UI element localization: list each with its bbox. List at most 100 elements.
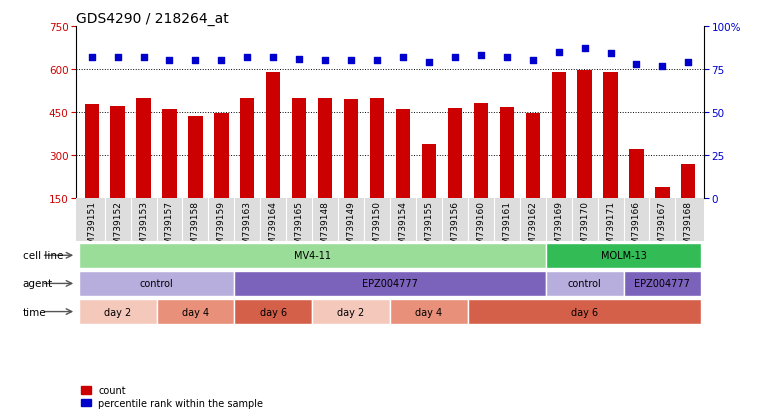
Point [656,63,668,70]
Point [112,55,124,61]
Bar [188,117,202,242]
Text: time: time [23,307,46,317]
Text: GSM739167: GSM739167 [658,201,667,256]
Text: GSM739157: GSM739157 [165,201,174,256]
Text: GSM739153: GSM739153 [139,201,148,256]
Text: day 4: day 4 [416,307,442,317]
Text: GSM739150: GSM739150 [373,201,381,256]
Point [423,59,435,66]
Text: GSM739160: GSM739160 [476,201,486,256]
Bar [447,109,462,242]
Text: GSM739149: GSM739149 [346,201,355,256]
Point [241,55,253,61]
Point [215,58,228,64]
Bar [136,98,151,242]
Bar [390,299,468,325]
Bar [526,114,540,242]
Text: GSM739171: GSM739171 [606,201,615,256]
Bar [234,271,546,297]
Point [475,53,487,59]
Bar [473,104,488,242]
Point [189,58,202,64]
Bar [500,108,514,242]
Bar [78,243,546,268]
Text: GSM739164: GSM739164 [269,201,278,256]
Text: cell line: cell line [23,251,63,261]
Bar [240,98,254,242]
Point [267,55,279,61]
Text: control: control [568,279,601,289]
Text: GSM739168: GSM739168 [684,201,693,256]
Text: GSM739158: GSM739158 [191,201,200,256]
Point [164,58,176,64]
Bar [681,164,696,242]
Bar [318,98,333,242]
Point [397,55,409,61]
Point [319,58,331,64]
Bar [110,107,125,242]
Text: agent: agent [23,279,53,289]
Point [501,55,513,61]
Text: GDS4290 / 218264_at: GDS4290 / 218264_at [76,12,229,26]
Text: GSM739151: GSM739151 [88,201,96,256]
Text: MV4-11: MV4-11 [294,251,331,261]
Text: GSM739163: GSM739163 [243,201,252,256]
Bar [396,110,410,242]
Bar [370,98,384,242]
Point [85,55,97,61]
Bar [655,187,670,242]
Bar [234,299,312,325]
Bar [603,73,618,242]
Text: GSM739165: GSM739165 [295,201,304,256]
Text: day 2: day 2 [337,307,365,317]
Bar [629,150,644,242]
Bar [162,110,177,242]
Point [293,56,305,63]
Point [683,59,695,66]
Bar [157,299,234,325]
Point [138,55,150,61]
Text: GSM739154: GSM739154 [399,201,407,256]
Text: day 4: day 4 [182,307,209,317]
Bar [344,99,358,242]
Text: day 2: day 2 [104,307,131,317]
Bar [623,271,702,297]
Text: GSM739148: GSM739148 [320,201,330,256]
Text: GSM739155: GSM739155 [425,201,434,256]
Text: GSM739166: GSM739166 [632,201,641,256]
Point [630,62,642,68]
Point [604,51,616,58]
Text: GSM739159: GSM739159 [217,201,226,256]
Point [345,58,357,64]
Text: control: control [140,279,174,289]
Point [449,55,461,61]
Bar [266,73,280,242]
Bar [468,299,702,325]
Text: day 6: day 6 [571,307,598,317]
Text: GSM739170: GSM739170 [580,201,589,256]
Point [371,58,383,64]
Text: GSM739156: GSM739156 [451,201,460,256]
Text: EPZ004777: EPZ004777 [635,279,690,289]
Legend: count, percentile rank within the sample: count, percentile rank within the sample [81,385,263,408]
Bar [215,114,228,242]
Point [527,58,539,64]
Bar [546,243,702,268]
Text: GSM739162: GSM739162 [528,201,537,256]
Bar [292,98,307,242]
Bar [422,144,436,242]
Text: GSM739169: GSM739169 [554,201,563,256]
Bar [546,271,623,297]
Text: day 6: day 6 [260,307,287,317]
Text: MOLM-13: MOLM-13 [600,251,646,261]
Bar [84,105,99,242]
Bar [78,271,234,297]
Text: GSM739152: GSM739152 [113,201,122,256]
Text: EPZ004777: EPZ004777 [362,279,418,289]
Bar [578,71,592,242]
Text: GSM739161: GSM739161 [502,201,511,256]
Point [552,49,565,56]
Bar [312,299,390,325]
Bar [552,73,565,242]
Point [578,46,591,52]
